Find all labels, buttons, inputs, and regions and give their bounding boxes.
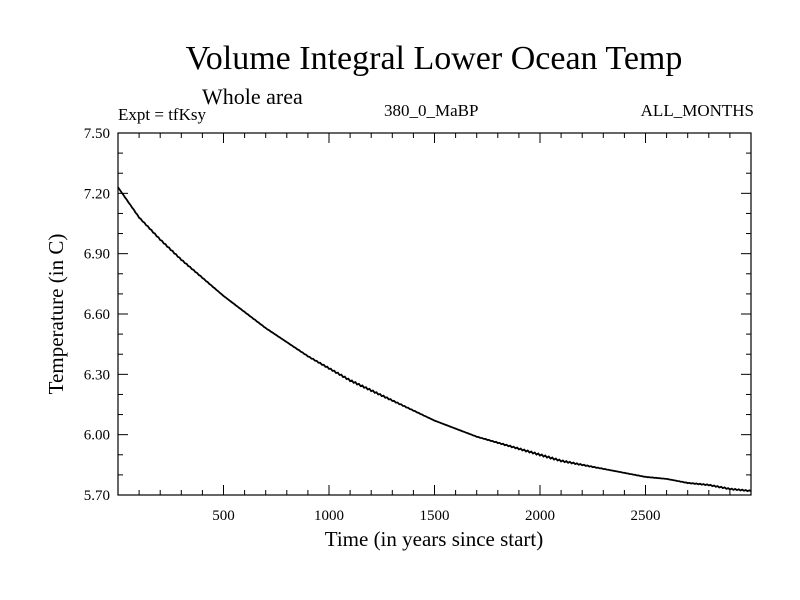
y-tick-label: 6.00 [84,428,110,444]
chart-subtitle: Whole area [202,84,303,109]
y-tick-label: 6.30 [84,367,110,383]
y-tick-label: 5.70 [84,488,110,504]
axis-tick-labels: 500 1000 1500 2000 2500 5.70 6.00 6.30 6.60 6.90 7… [84,126,661,524]
x-tick-label: 2500 [631,508,661,524]
y-tick-label: 6.60 [84,307,110,323]
plot-frame [117,132,752,496]
experiment-label: Expt = tfKsy [118,105,206,124]
x-tick-label: 1000 [314,508,344,524]
x-tick-label: 2000 [525,508,555,524]
months-label: ALL_MONTHS [640,101,754,120]
chart-title: Volume Integral Lower Ocean Temp [185,40,683,77]
axis-ticks [118,133,751,495]
x-tick-label: 1500 [420,508,450,524]
series-line [117,186,752,493]
y-tick-label: 7.50 [84,126,110,142]
x-tick-label: 500 [212,508,235,524]
y-tick-label: 7.20 [84,186,110,202]
y-tick-label: 6.90 [84,247,110,263]
period-label: 380_0_MaBP [384,101,479,120]
x-axis-label: Time (in years since start) [325,527,544,551]
y-axis-label: Temperature (in C) [44,234,68,395]
